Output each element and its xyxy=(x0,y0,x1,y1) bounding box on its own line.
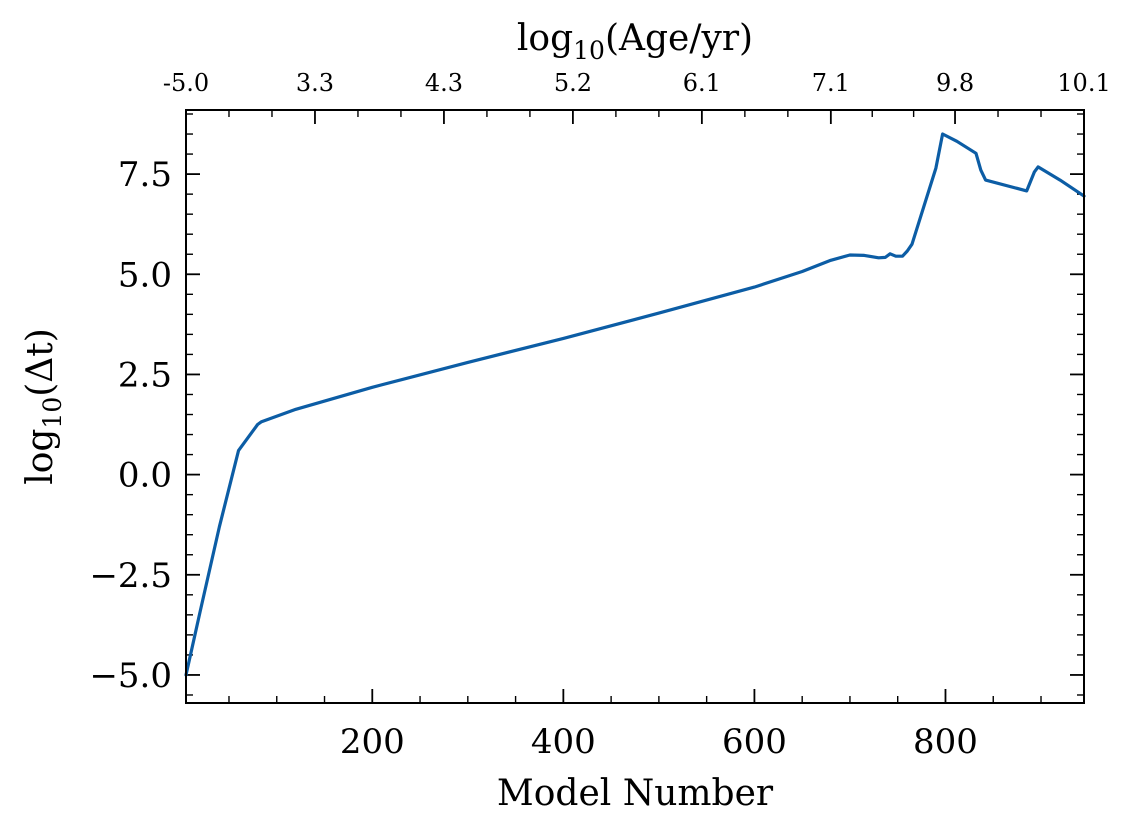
y-axis-label: log10(Δt) xyxy=(20,328,67,485)
y-tick-label: 2.5 xyxy=(118,355,172,395)
x-tick-label: 800 xyxy=(913,722,978,762)
top-tick-label: 4.3 xyxy=(425,69,463,97)
tick-marks xyxy=(185,110,1085,703)
y-tick-label: −2.5 xyxy=(89,556,172,596)
y-tick-label: −5.0 xyxy=(89,656,172,696)
y-axis-label-base: log xyxy=(20,429,61,485)
y-tick-label: 0.0 xyxy=(118,456,172,496)
top-axis-label-base: log xyxy=(517,18,573,59)
x-tick-label: 400 xyxy=(531,722,596,762)
top-tick-label: 6.1 xyxy=(683,69,721,97)
top-axis-label-sub: 10 xyxy=(573,36,605,65)
y-tick-label: 7.5 xyxy=(118,155,172,195)
plot-frame xyxy=(185,109,1085,704)
x-axis-label: Model Number xyxy=(497,773,774,814)
data-series-line xyxy=(184,132,1086,677)
y-tick-label: 5.0 xyxy=(118,255,172,295)
top-tick-label: 9.8 xyxy=(936,69,974,97)
x-tick-label: 600 xyxy=(722,722,787,762)
top-tick-label: 3.3 xyxy=(296,69,334,97)
top-tick-label: 7.1 xyxy=(812,69,850,97)
top-axis-label-arg: (Age/yr) xyxy=(605,18,753,59)
tick-labels: 200 400 600 800 -5.0 3.3 4.3 5.2 6.1 7.1 9.8 10.1 −5… xyxy=(89,69,1110,762)
x-tick-label: 200 xyxy=(340,722,405,762)
top-tick-label: 5.2 xyxy=(554,69,592,97)
y-axis-label-sub: 10 xyxy=(38,397,67,429)
top-tick-label: 10.1 xyxy=(1057,69,1110,97)
top-axis-label: log10(Age/yr) xyxy=(517,18,753,65)
y-axis-label-arg: (Δt) xyxy=(20,328,61,397)
top-tick-label: -5.0 xyxy=(163,69,209,97)
